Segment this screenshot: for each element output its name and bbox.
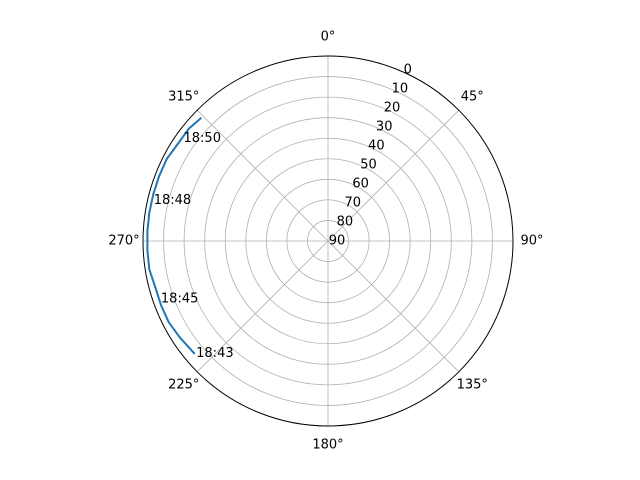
r-tick-label-3: 30	[376, 120, 393, 135]
theta-tick-label-2: 90°	[520, 234, 543, 249]
grid-layer	[143, 56, 513, 426]
series-layer	[146, 117, 202, 355]
r-tick-label-6: 60	[352, 177, 369, 192]
r-tick-label-1: 10	[392, 82, 409, 97]
r-tick-label-8: 80	[337, 215, 354, 230]
theta-tick-label-5: 225°	[168, 378, 199, 393]
theta-tick-label-4: 180°	[312, 438, 343, 453]
theta-tick-label-6: 270°	[108, 234, 139, 249]
labels-layer: 0° 45° 90° 135° 180° 225° 270° 315° 0 10 20 30 40 50 6…	[108, 30, 543, 453]
theta-gridline-5	[196, 240, 329, 373]
r-tick-label-7: 70	[344, 196, 361, 211]
r-tick-label-4: 40	[368, 139, 385, 154]
theta-gridline-7	[196, 109, 329, 242]
r-tick-label-5: 50	[360, 158, 377, 173]
time-annotation-2: 18:48	[154, 193, 191, 208]
theta-gridline-1	[327, 109, 460, 242]
time-annotation-1: 18:45	[161, 292, 198, 307]
time-annotation-3: 18:50	[184, 131, 221, 146]
theta-tick-label-7: 315°	[168, 89, 199, 104]
r-tick-label-9: 90	[329, 234, 346, 249]
theta-tick-label-3: 135°	[457, 378, 488, 393]
series-line-0	[146, 117, 202, 355]
theta-gridline-3	[327, 240, 460, 373]
r-tick-label-0: 0	[404, 63, 412, 78]
time-annotation-0: 18:43	[196, 346, 233, 361]
theta-tick-label-1: 45°	[461, 89, 484, 104]
theta-tick-label-0: 0°	[321, 30, 336, 45]
polar-frame	[142, 55, 514, 427]
r-tick-label-2: 20	[384, 101, 401, 116]
